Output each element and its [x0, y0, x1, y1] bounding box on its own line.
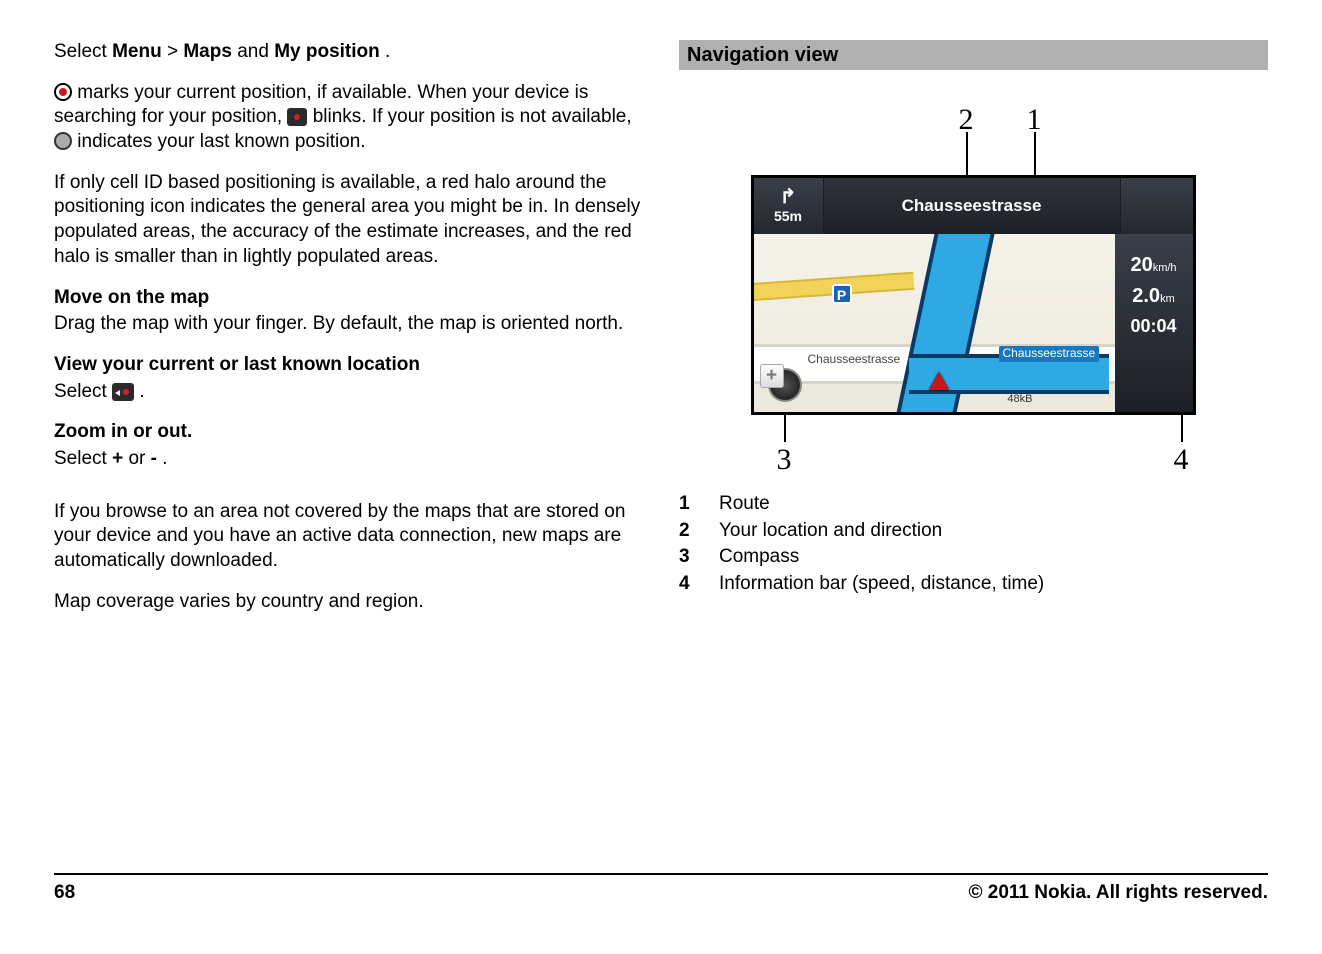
top-right-panel: [1121, 178, 1193, 234]
navigation-screen: ↱ 55m Chausseestrasse 20km/h 2.0km 00:04: [751, 175, 1196, 415]
map-area: P Chausseestrasse Chausseestrasse + 48kB: [754, 234, 1115, 412]
zoom-button: +: [760, 364, 784, 388]
text: .: [162, 448, 167, 469]
move-map-text: Drag the map with your finger. By defaul…: [54, 312, 643, 337]
text: Select: [54, 448, 112, 469]
cell-id-para: If only cell ID based positioning is ava…: [54, 171, 643, 270]
right-column: Navigation view 2 1 3 4 ↱ 55m Chausseest…: [671, 40, 1268, 630]
legend-text: Route: [719, 492, 770, 517]
turn-indicator: ↱ 55m: [754, 178, 824, 234]
parking-icon: P: [832, 284, 852, 304]
text: .: [139, 381, 144, 402]
speed-row: 20km/h: [1115, 254, 1193, 279]
minus-key: -: [151, 448, 157, 469]
nav-top-bar: ↱ 55m Chausseestrasse: [754, 178, 1193, 234]
legend: 1 Route 2 Your location and direction 3 …: [679, 492, 1268, 597]
turn-distance: 55m: [774, 207, 802, 225]
distance-row: 2.0km: [1115, 285, 1193, 310]
distance-unit: km: [1160, 293, 1175, 305]
callout-3: 3: [777, 440, 792, 479]
legend-num: 4: [679, 572, 699, 597]
legend-num: 2: [679, 519, 699, 544]
page-footer: 68 © 2011 Nokia. All rights reserved.: [54, 873, 1268, 906]
street-name-label: Chausseestrasse: [804, 352, 905, 368]
turn-arrow-icon: ↱: [780, 187, 797, 207]
callout-4: 4: [1174, 440, 1189, 479]
text: and: [237, 41, 274, 62]
distance-value: 2.0: [1132, 285, 1160, 307]
maps-word: Maps: [183, 41, 232, 62]
info-bar: 20km/h 2.0km 00:04: [1115, 234, 1193, 412]
coverage-para: Map coverage varies by country and regio…: [54, 590, 643, 615]
blinking-position-icon: [287, 108, 307, 126]
auto-download-para: If you browse to an area not covered by …: [54, 500, 643, 574]
text: Select: [54, 381, 112, 402]
left-column: Select Menu > Maps and My position . mar…: [54, 40, 651, 630]
text: blinks. If your position is not availabl…: [313, 106, 632, 127]
next-street: Chausseestrasse: [824, 178, 1121, 234]
text: >: [167, 41, 183, 62]
red-target-icon: [54, 83, 72, 101]
legend-text: Information bar (speed, distance, time): [719, 572, 1044, 597]
page-number: 68: [54, 881, 75, 906]
hollow-circle-icon: [54, 132, 72, 150]
text: indicates your last known position.: [77, 131, 365, 152]
copyright: © 2011 Nokia. All rights reserved.: [969, 881, 1269, 906]
street-name-label-blue: Chausseestrasse: [999, 346, 1100, 362]
intro-line: Select Menu > Maps and My position .: [54, 40, 643, 65]
view-location-text: Select .: [54, 380, 643, 405]
zoom-heading: Zoom in or out.: [54, 420, 643, 445]
locate-button-icon: [112, 383, 134, 401]
position-arrow-icon: [929, 372, 949, 390]
text: .: [385, 41, 390, 62]
text: Select: [54, 41, 112, 62]
navigation-diagram: 2 1 3 4 ↱ 55m Chausseestrasse: [729, 90, 1219, 480]
mypos-word: My position: [274, 41, 380, 62]
legend-num: 1: [679, 492, 699, 517]
legend-row: 3 Compass: [679, 545, 1268, 570]
move-map-heading: Move on the map: [54, 286, 643, 311]
view-location-heading: View your current or last known location: [54, 353, 643, 378]
time-row: 00:04: [1115, 315, 1193, 340]
legend-row: 2 Your location and direction: [679, 519, 1268, 544]
plus-key: +: [112, 448, 123, 469]
text: or: [128, 448, 150, 469]
speed-unit: km/h: [1153, 262, 1177, 274]
legend-num: 3: [679, 545, 699, 570]
data-usage: 48kB: [1007, 392, 1032, 406]
navigation-view-heading: Navigation view: [679, 40, 1268, 70]
legend-text: Your location and direction: [719, 519, 942, 544]
legend-text: Compass: [719, 545, 799, 570]
legend-row: 4 Information bar (speed, distance, time…: [679, 572, 1268, 597]
menu-word: Menu: [112, 41, 162, 62]
legend-row: 1 Route: [679, 492, 1268, 517]
position-icons-para: marks your current position, if availabl…: [54, 81, 643, 155]
zoom-text: Select + or - .: [54, 447, 643, 472]
time-value: 00:04: [1130, 316, 1176, 336]
speed-value: 20: [1130, 254, 1152, 276]
